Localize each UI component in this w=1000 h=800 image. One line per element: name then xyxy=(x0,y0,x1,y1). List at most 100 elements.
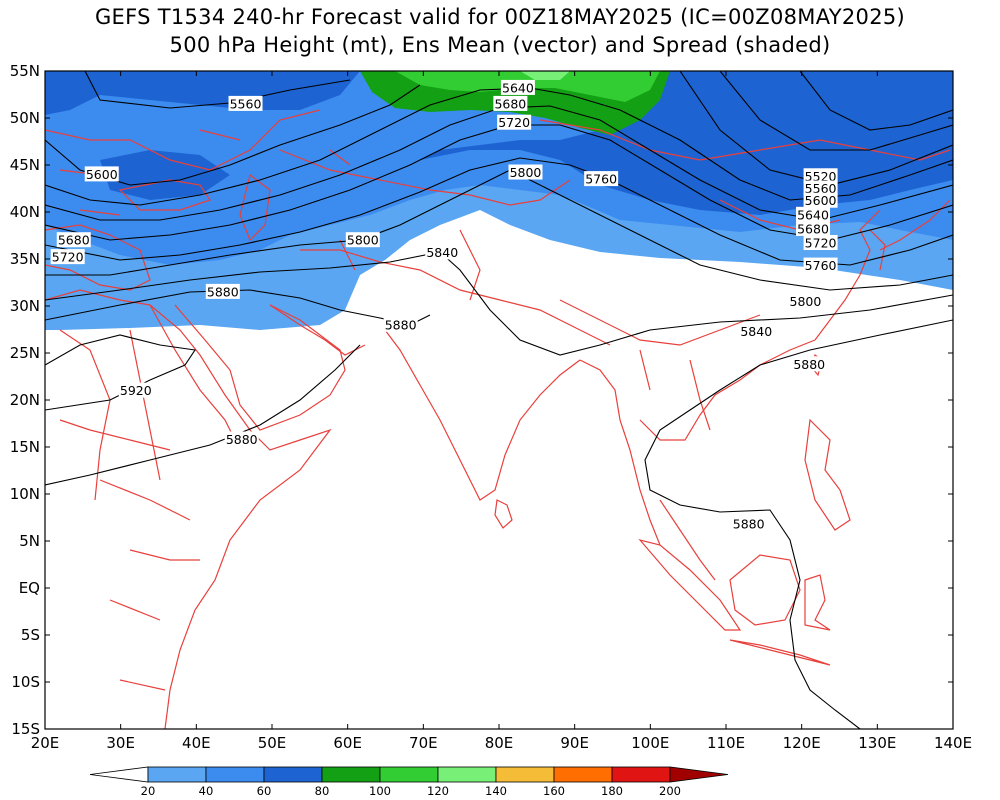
spread-band-120 xyxy=(520,71,570,80)
colorbar-arrow-high xyxy=(669,766,729,783)
java xyxy=(729,639,831,666)
contour-label-bg xyxy=(205,283,240,299)
borneo xyxy=(729,554,801,626)
contour-label-bg xyxy=(739,323,774,339)
lat-tick-label: 15S xyxy=(11,720,40,738)
sri-lanka xyxy=(494,499,513,529)
lat-tick-label: EQ xyxy=(19,579,40,597)
colorbar-swatch xyxy=(437,766,497,783)
contour-label-bg xyxy=(493,95,528,111)
contour-5800 xyxy=(45,169,953,291)
colorbar-label: 180 xyxy=(601,784,623,798)
africa-coast xyxy=(45,289,332,729)
contour-label: 5880 xyxy=(793,357,825,372)
contour-label-bg xyxy=(803,192,838,208)
contour-label: 5840 xyxy=(426,245,458,260)
lon-tick-label: 110E xyxy=(707,734,745,752)
contour-5760 xyxy=(45,157,953,266)
contour-label-bg xyxy=(788,293,823,309)
lon-tick-label: 80E xyxy=(485,734,514,752)
black-caspian xyxy=(118,173,271,242)
colorbar-arrow-low xyxy=(89,766,149,783)
contour-label-bg xyxy=(50,249,85,265)
contour-label: 5600 xyxy=(805,193,837,208)
contour-label: 5720 xyxy=(52,250,84,265)
contour-label: 5720 xyxy=(805,236,837,251)
contour-label: 5760 xyxy=(805,258,837,273)
contour-label-bg xyxy=(383,316,418,332)
contour-label-bg xyxy=(731,516,766,532)
colorbar-label: 80 xyxy=(315,784,330,798)
contour-5880b xyxy=(45,334,196,411)
bay-of-bengal xyxy=(579,359,661,546)
se-asia-coast xyxy=(639,339,816,441)
lat-tick-label: 50N xyxy=(10,109,40,127)
lat-tick-label: 15N xyxy=(10,438,40,456)
contour-label: 5760 xyxy=(585,172,617,187)
contour-label-bg xyxy=(803,257,838,273)
colorbar-swatch xyxy=(321,766,381,783)
contour-label-bg xyxy=(425,244,460,260)
borders-europe xyxy=(45,109,356,271)
contour-label-bg xyxy=(584,171,619,187)
contour-label: 5840 xyxy=(740,324,772,339)
contour-label: 5520 xyxy=(805,169,837,184)
contour-label-bg xyxy=(84,166,119,182)
malay-peninsula xyxy=(659,499,716,581)
chart-subtitle: 500 hPa Height (mt), Ens Mean (vector) a… xyxy=(169,33,831,57)
contour-label-bg xyxy=(796,206,831,222)
contour-label: 5640 xyxy=(797,207,829,222)
contour-label: 5600 xyxy=(86,167,118,182)
contour-label: 5560 xyxy=(805,181,837,196)
colorbar-label: 20 xyxy=(141,784,156,798)
colorbar-label: 200 xyxy=(659,784,681,798)
colorbar-swatch xyxy=(205,766,265,783)
contour-label-bg xyxy=(796,220,831,236)
contour-label-bg xyxy=(118,382,153,398)
colorbar-swatch xyxy=(263,766,323,783)
colorbar-swatch xyxy=(553,766,613,783)
lat-tick-label: 10S xyxy=(11,673,40,691)
lat-tick-label: 55N xyxy=(10,62,40,80)
red-sea xyxy=(149,304,236,441)
contour-label-bg xyxy=(803,235,838,251)
contour-label-bg xyxy=(345,232,380,248)
contour-label: 5560 xyxy=(230,96,262,111)
contour-label: 5800 xyxy=(790,294,822,309)
lat-tick-label: 30N xyxy=(10,297,40,315)
lat-tick-label: 25N xyxy=(10,344,40,362)
spread-band-60 xyxy=(45,71,360,115)
japan-korea xyxy=(869,199,951,271)
lon-tick-label: 60E xyxy=(333,734,362,752)
contour-label: 5880 xyxy=(385,317,417,332)
lon-tick-label: 70E xyxy=(409,734,438,752)
colorbar-swatch xyxy=(611,766,671,783)
contour-5520 xyxy=(799,71,953,131)
contour-label: 5800 xyxy=(347,233,379,248)
contour-label: 5680 xyxy=(58,233,90,248)
contour-label-bg xyxy=(508,164,543,180)
contour-label-bg xyxy=(792,356,827,372)
chart-title: GEFS T1534 240-hr Forecast valid for 00Z… xyxy=(94,5,906,29)
colorbar: 20 40 60 80 100 120 140 160 180 200 xyxy=(89,766,729,798)
lat-tick-label: 5S xyxy=(21,626,40,644)
lon-tick-label: 120E xyxy=(783,734,821,752)
lon-tick-label: 130E xyxy=(858,734,896,752)
india-coast xyxy=(384,329,581,501)
china-coast xyxy=(814,209,881,341)
lon-tick-label: 90E xyxy=(560,734,589,752)
contour-5840 xyxy=(45,251,953,356)
colorbar-swatch xyxy=(379,766,439,783)
colorbar-label: 160 xyxy=(543,784,565,798)
contour-label: 5680 xyxy=(494,96,526,111)
lat-tick-label: 35N xyxy=(10,250,40,268)
contour-label: 5800 xyxy=(510,165,542,180)
contour-5560 xyxy=(84,71,953,151)
lon-tick-label: 20E xyxy=(31,734,60,752)
contour-label-bg xyxy=(224,431,259,447)
lat-tick-label: 45N xyxy=(10,156,40,174)
contour-label-bg xyxy=(803,168,838,184)
contour-label: 5880 xyxy=(733,517,765,532)
